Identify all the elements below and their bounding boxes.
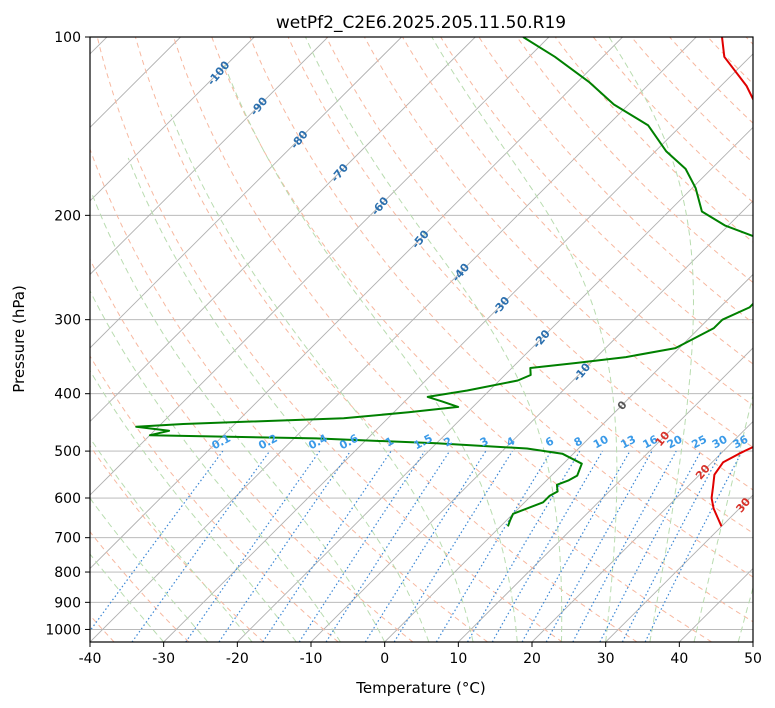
mixing-ratio-line <box>131 450 271 642</box>
mixing-ratio-line <box>185 450 321 642</box>
mixing-ratio-label: 10 <box>591 433 611 452</box>
mixing-ratio-line <box>545 450 653 642</box>
moist-adiabat-line <box>222 61 518 642</box>
moist-adiabat-line <box>90 289 341 642</box>
plot-frame <box>89 36 754 643</box>
y-tick-label: 400 <box>54 387 81 403</box>
y-tick-label: 500 <box>54 444 81 460</box>
isotherm-line <box>384 273 753 642</box>
mixing-ratio-line <box>364 450 487 642</box>
dry-adiabat-line <box>440 37 753 365</box>
isotherm-line <box>90 37 476 423</box>
isotherm-line <box>605 494 753 642</box>
dry-adiabat-line <box>90 530 190 642</box>
y-axis-label: Pressure (hPa) <box>10 285 28 393</box>
mixing-ratio-label: 13 <box>618 433 638 452</box>
dry-adiabat-line <box>96 37 563 642</box>
y-tick-label: 800 <box>54 565 81 581</box>
mixing-ratio-line <box>218 450 351 642</box>
moist-adiabat-line <box>90 369 297 642</box>
plot-background <box>90 37 753 642</box>
mixing-ratio-line <box>298 450 426 642</box>
moist-adiabat-line <box>305 37 563 642</box>
isotherm-line <box>237 126 753 642</box>
x-tick-label: 10 <box>449 651 467 667</box>
y-tick-label: 100 <box>54 30 81 46</box>
x-tick-label: -30 <box>152 651 175 667</box>
moist-adiabat-line <box>90 553 165 642</box>
dry-adiabat-line <box>90 258 414 642</box>
mixing-ratio-line <box>521 450 631 642</box>
moist-adiabat-line <box>127 157 430 642</box>
y-tick-label: 600 <box>54 491 81 507</box>
y-tick-label: 200 <box>54 208 81 224</box>
dry-adiabat-line <box>134 37 638 642</box>
dry-adiabat-line <box>90 147 488 642</box>
dry-adiabat-line <box>173 37 712 642</box>
axes: -40 -30 -20 -10 0 10 20 30 40 50 100 200 300 400 500 60… <box>45 30 762 667</box>
x-tick-label: -20 <box>226 651 249 667</box>
moist-adiabat-line <box>90 497 209 642</box>
moist-adiabat-line <box>90 437 253 642</box>
moist-adiabat-line <box>608 37 695 642</box>
x-tick-label: -10 <box>300 651 323 667</box>
dry-adiabat-line <box>516 37 753 284</box>
isotherm-line <box>90 37 623 570</box>
isotherm-line <box>531 420 753 642</box>
mixing-ratio-line <box>325 450 451 642</box>
isotherm-line <box>90 37 329 276</box>
mixing-ratio-label: 30 <box>710 433 730 452</box>
isotherm-line <box>163 53 753 642</box>
isotherm-line <box>90 37 255 202</box>
isotherm-line <box>90 37 550 496</box>
y-tick-label: 700 <box>54 531 81 547</box>
dry-adiabat-line <box>287 37 753 534</box>
adiabat-lines <box>90 37 753 642</box>
moist-adiabat-line <box>693 392 753 642</box>
x-tick-label: -40 <box>79 651 102 667</box>
mixing-ratio-lines <box>90 450 743 642</box>
y-tick-label: 1000 <box>45 622 81 638</box>
x-tick-label: 50 <box>744 651 762 667</box>
x-tick-label: 20 <box>523 651 541 667</box>
isotherm-line <box>90 37 697 642</box>
isotherm-line <box>90 37 402 349</box>
x-tick-label: 40 <box>670 651 688 667</box>
mixing-ratio-label: 20 <box>665 433 685 452</box>
mixing-ratio-line <box>90 450 224 632</box>
mixing-ratio-label: 16 <box>641 433 661 452</box>
dry-adiabat-line <box>90 355 339 642</box>
mixing-ratio-line <box>393 450 513 642</box>
dry-adiabat-line <box>211 37 753 623</box>
moist-adiabat-line <box>92 195 386 642</box>
sounding-profiles <box>135 37 753 527</box>
moist-adiabat-line <box>431 37 618 642</box>
chart-title: wetPf2_C2E6.2025.205.11.50.R19 <box>276 13 566 33</box>
background-grid <box>90 37 753 642</box>
dry-adiabat-line <box>249 37 753 578</box>
x-tick-label: 0 <box>380 651 389 667</box>
x-axis-label: Temperature (°C) <box>355 679 485 697</box>
x-tick-label: 30 <box>597 651 615 667</box>
moist-adiabat-line <box>170 114 474 642</box>
y-tick-label: 300 <box>54 313 81 329</box>
mixing-ratio-label: 36 <box>731 433 751 452</box>
moist-adiabat-line <box>737 586 753 642</box>
isotherm-line <box>752 641 753 642</box>
mixing-ratio-line <box>644 450 743 642</box>
temperature-profile-line <box>710 37 753 527</box>
mixing-ratio-line <box>262 450 392 642</box>
dewpoint-profile-line <box>135 37 753 527</box>
y-tick-label: 900 <box>54 595 81 611</box>
mixing-ratio-line <box>572 450 677 642</box>
mixing-ratio-label: 25 <box>689 433 709 452</box>
dry-adiabat-line <box>90 445 264 642</box>
dry-adiabat-line <box>402 37 753 406</box>
